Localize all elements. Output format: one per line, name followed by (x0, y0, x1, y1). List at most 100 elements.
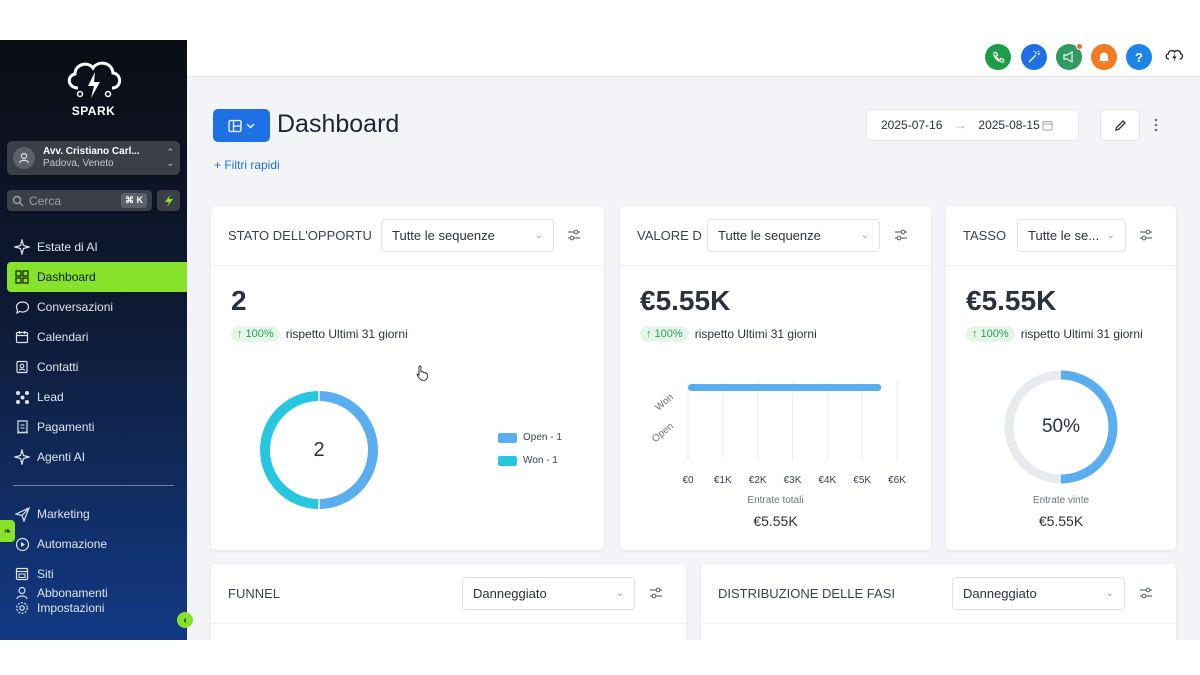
x-tick-label: €3K (784, 475, 802, 486)
help-button[interactable]: ? (1126, 44, 1152, 70)
chevron-down-icon: ⌄ (615, 588, 624, 599)
chevron-down-icon: ⌄ (534, 230, 543, 241)
gear-icon (13, 599, 31, 617)
grid-icon (13, 268, 31, 286)
chat-icon (13, 298, 31, 316)
sidebar-divider (13, 485, 174, 486)
select-value: Tutte le sequenze (718, 228, 821, 243)
select-value: Tutte le se... (1028, 228, 1100, 243)
chart-footer-value: €5.55K (753, 513, 798, 529)
phone-icon (992, 51, 1004, 63)
bar-won (688, 384, 882, 391)
phone-button[interactable] (985, 44, 1011, 70)
card-header: STATO DELL'OPPORTU Tutte le sequenze ⌄ (211, 206, 604, 266)
magic-button[interactable] (1021, 44, 1047, 70)
select-value: Danneggiato (473, 586, 547, 601)
sparkle-icon (13, 238, 31, 256)
chevron-down-icon: ⌄ (860, 230, 869, 241)
chart-footer-label: Entrate vinte (1032, 495, 1090, 506)
rate-gauge-chart (1004, 370, 1118, 484)
collapse-sidebar-button[interactable]: ‹ (177, 612, 193, 628)
donut-center-label: 2 (313, 439, 325, 461)
top-bar: ? (187, 40, 1200, 77)
chart-footer-value: €5.55K (1038, 513, 1084, 529)
dashboard-switcher-button[interactable] (213, 109, 270, 142)
search-input[interactable]: Cerca ⌘ K (7, 190, 152, 211)
announcements-button[interactable] (1056, 43, 1083, 70)
trend-badge: ↑ 100% (231, 326, 280, 342)
card-title: STATO DELL'OPPORTU (228, 228, 372, 243)
chevron-down-icon (246, 123, 255, 128)
magic-icon (1028, 50, 1040, 63)
legend-item-won: Won - 1 (498, 455, 558, 466)
brand-logo[interactable]: SPARK (0, 56, 187, 118)
stage-distribution-card: DISTRIBUZIONE DELLE FASI Danneggiato ⌄ (701, 564, 1176, 640)
date-range-picker[interactable]: 2025-07-16 → 2025-08-15 (866, 109, 1079, 141)
filter-settings-icon[interactable] (1139, 586, 1153, 600)
quick-filters-link[interactable]: + Filtri rapidi (214, 158, 280, 172)
select-value: Danneggiato (963, 586, 1037, 601)
metric-value: €5.55K (640, 285, 731, 316)
filter-settings-icon[interactable] (649, 586, 663, 600)
sidebar-item-calendari[interactable]: Calendari (7, 322, 187, 352)
sidebar-item-lead[interactable]: Lead (7, 382, 187, 412)
select-value: Tutte le sequenze (392, 228, 495, 243)
filter-settings-icon[interactable] (894, 228, 908, 242)
trend-text: rispetto Ultimi 31 giorni (1020, 327, 1143, 341)
layout-icon (228, 119, 242, 132)
sidebar: SPARK Avv. Cristiano Carl... Padova, Ven… (0, 40, 187, 640)
globe-icon (13, 565, 31, 583)
sidebar-item-contatti[interactable]: Contatti (7, 352, 187, 382)
sidebar-item-abbonamenti[interactable]: Abbonamenti (7, 582, 187, 604)
edit-dashboard-button[interactable] (1100, 109, 1140, 141)
calendar-icon (13, 328, 31, 346)
search-icon (12, 195, 24, 206)
sidebar-item-label: Contatti (37, 360, 79, 374)
stage-select[interactable]: Danneggiato ⌄ (952, 577, 1125, 610)
x-tick-label: €2K (749, 475, 767, 486)
sidebar-item-estate-di-ai[interactable]: Estate di AI (7, 232, 187, 262)
y-tick-label: Won (653, 392, 676, 414)
profile-avatar[interactable] (1161, 44, 1187, 70)
sidebar-item-pagamenti[interactable]: Pagamenti (7, 412, 187, 442)
y-tick-label: Open (650, 421, 676, 445)
sidebar-item-conversazioni[interactable]: Conversazioni (7, 292, 187, 322)
account-location: Padova, Veneto (43, 158, 114, 169)
filter-settings-icon[interactable] (1139, 228, 1153, 242)
sidebar-item-dashboard[interactable]: Dashboard (7, 262, 187, 292)
gauge-arc-won (1060, 370, 1118, 484)
card-title: FUNNEL (228, 586, 281, 601)
metric-trend: ↑ 100% rispetto Ultimi 31 giorni (966, 326, 1143, 342)
account-switcher[interactable]: Avv. Cristiano Carl... Padova, Veneto ⌃ ⌄ (7, 141, 180, 175)
quick-action-button[interactable] (157, 190, 180, 211)
trend-badge: ↑ 100% (966, 326, 1015, 342)
sequence-select[interactable]: Tutte le se... ⌄ (1017, 219, 1126, 252)
sidebar-item-automazione[interactable]: Automazione (7, 529, 187, 559)
x-tick-label: €4K (818, 475, 836, 486)
location-avatar-icon (13, 147, 35, 169)
notifications-button[interactable] (1091, 44, 1117, 70)
sidebar-item-label: Lead (37, 390, 64, 404)
side-widget-tab[interactable]: ❧ (0, 520, 15, 542)
cloud-bolt-icon (67, 61, 121, 98)
sidebar-item-marketing[interactable]: Marketing (7, 499, 187, 529)
sequence-select[interactable]: Tutte le sequenze ⌄ (381, 219, 554, 252)
more-options-button[interactable] (1154, 118, 1158, 132)
card-header: FUNNEL Danneggiato ⌄ (211, 564, 686, 624)
sidebar-item-agenti-ai[interactable]: Agenti AI (7, 442, 187, 472)
sequence-select[interactable]: Tutte le sequenze ⌄ (707, 219, 880, 252)
cloud-bolt-icon (1165, 49, 1184, 62)
metric-trend: ↑ 100% rispetto Ultimi 31 giorni (640, 326, 817, 342)
trend-badge: ↑ 100% (640, 326, 689, 342)
notification-dot (1076, 43, 1083, 50)
send-icon (13, 505, 31, 523)
funnel-select[interactable]: Danneggiato ⌄ (462, 577, 635, 610)
sidebar-item-label: Dashboard (37, 270, 96, 284)
sidebar-item-impostazioni[interactable]: Impostazioni (7, 597, 187, 619)
sidebar-item-label: Siti (37, 567, 54, 581)
sidebar-item-siti[interactable]: Siti (7, 559, 187, 589)
gauge-arc-other (1004, 370, 1062, 484)
sidebar-item-label: Calendari (37, 330, 89, 344)
filter-settings-icon[interactable] (567, 228, 581, 242)
trend-text: rispetto Ultimi 31 giorni (694, 327, 817, 341)
